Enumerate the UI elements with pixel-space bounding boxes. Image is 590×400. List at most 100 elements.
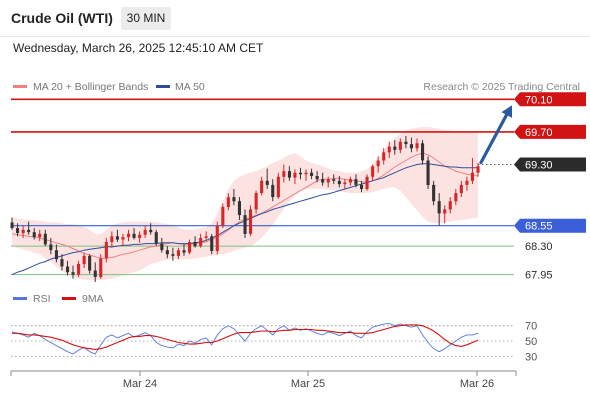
projection-arrow xyxy=(479,105,513,165)
candle-body xyxy=(226,197,230,207)
candle xyxy=(365,174,369,191)
candle xyxy=(154,229,158,247)
price-level-labels: 70.10 69.70 69.30 68.55 68.30 67.95 xyxy=(514,92,586,282)
candle-body xyxy=(66,266,70,273)
candle-body xyxy=(371,166,375,177)
candle xyxy=(176,247,180,260)
candle xyxy=(193,236,197,248)
level-value: 68.30 xyxy=(525,241,553,253)
candle xyxy=(343,179,347,189)
candle xyxy=(276,172,280,199)
level-label-5: 67.95 xyxy=(525,270,553,282)
level-tag xyxy=(514,92,586,107)
ma9-legend-label: 9MA xyxy=(82,293,104,305)
candle xyxy=(210,233,214,255)
candle xyxy=(332,174,336,185)
chart-header: Crude Oil (WTI) 30 MIN xyxy=(0,0,590,36)
candle-body xyxy=(38,233,42,238)
candle-body xyxy=(465,180,469,185)
timeframe-badge[interactable]: 30 MIN xyxy=(121,7,171,30)
level-label-1: 69.70 xyxy=(514,124,586,139)
candle xyxy=(415,138,419,152)
candle xyxy=(160,237,164,253)
candle xyxy=(110,231,114,248)
candle xyxy=(171,247,175,261)
candle xyxy=(10,217,14,230)
candle xyxy=(232,189,236,206)
candle-body xyxy=(398,141,402,150)
candle xyxy=(371,164,375,181)
x-tick-label: Mar 24 xyxy=(123,378,157,390)
candle xyxy=(387,141,391,159)
candle-body xyxy=(54,250,58,260)
candle-body xyxy=(232,197,236,202)
candle xyxy=(38,229,42,242)
candle xyxy=(243,209,247,238)
rsi-ma-line xyxy=(12,324,479,350)
candle xyxy=(448,197,452,214)
candle xyxy=(326,176,330,188)
candle xyxy=(226,193,230,211)
copyright-label: Research © 2025 Trading Central xyxy=(423,81,580,93)
candle-body xyxy=(143,229,147,235)
ma20-legend-swatch xyxy=(13,85,27,88)
candle xyxy=(321,172,325,186)
candle-body xyxy=(182,250,186,253)
candle-body xyxy=(138,234,142,238)
candle-body xyxy=(387,146,391,153)
candle xyxy=(315,171,319,183)
candle-body xyxy=(237,201,241,216)
candle-body xyxy=(404,141,408,145)
candle-body xyxy=(188,242,192,253)
level-tag xyxy=(514,218,586,233)
candle xyxy=(93,262,97,282)
projection-arrow-shaft xyxy=(479,108,511,165)
rsi-panel: 70 50 30 xyxy=(11,321,537,363)
candle-body xyxy=(470,172,474,181)
candle xyxy=(404,136,408,149)
candle xyxy=(27,221,31,235)
candle xyxy=(348,176,352,186)
candle-body xyxy=(448,201,452,210)
candle-body xyxy=(77,264,81,275)
candle-body xyxy=(93,270,97,277)
candle xyxy=(215,221,219,255)
candle-body xyxy=(210,236,214,251)
level-value: 67.95 xyxy=(525,270,553,282)
candle-body xyxy=(293,172,297,178)
candle xyxy=(237,197,241,220)
candle-body xyxy=(16,228,20,233)
candle-body xyxy=(165,250,169,255)
header-divider xyxy=(0,36,590,37)
candle-body xyxy=(199,237,203,247)
candle-body xyxy=(71,272,75,275)
candle xyxy=(310,168,314,180)
candle xyxy=(88,254,92,274)
candle-body xyxy=(221,206,225,226)
candle-body xyxy=(243,215,247,234)
candle xyxy=(121,233,125,247)
candle-body xyxy=(10,222,14,229)
candle xyxy=(204,231,208,242)
candle-body xyxy=(315,176,319,180)
candle xyxy=(293,169,297,185)
candle xyxy=(287,166,291,181)
candle-body xyxy=(304,172,308,175)
candle-body xyxy=(332,179,336,181)
candle xyxy=(165,246,169,259)
candle xyxy=(304,169,308,181)
candle xyxy=(104,237,108,263)
candle-body xyxy=(260,180,264,193)
candle-body xyxy=(432,184,436,202)
candle-body xyxy=(282,171,286,177)
candle xyxy=(354,174,358,188)
candle-body xyxy=(426,160,430,185)
candle xyxy=(71,265,75,279)
candle xyxy=(299,167,303,180)
candle-body xyxy=(454,193,458,202)
candle xyxy=(465,176,469,191)
candle xyxy=(476,162,480,177)
ma50-legend-swatch xyxy=(156,85,170,88)
candle xyxy=(443,205,447,224)
